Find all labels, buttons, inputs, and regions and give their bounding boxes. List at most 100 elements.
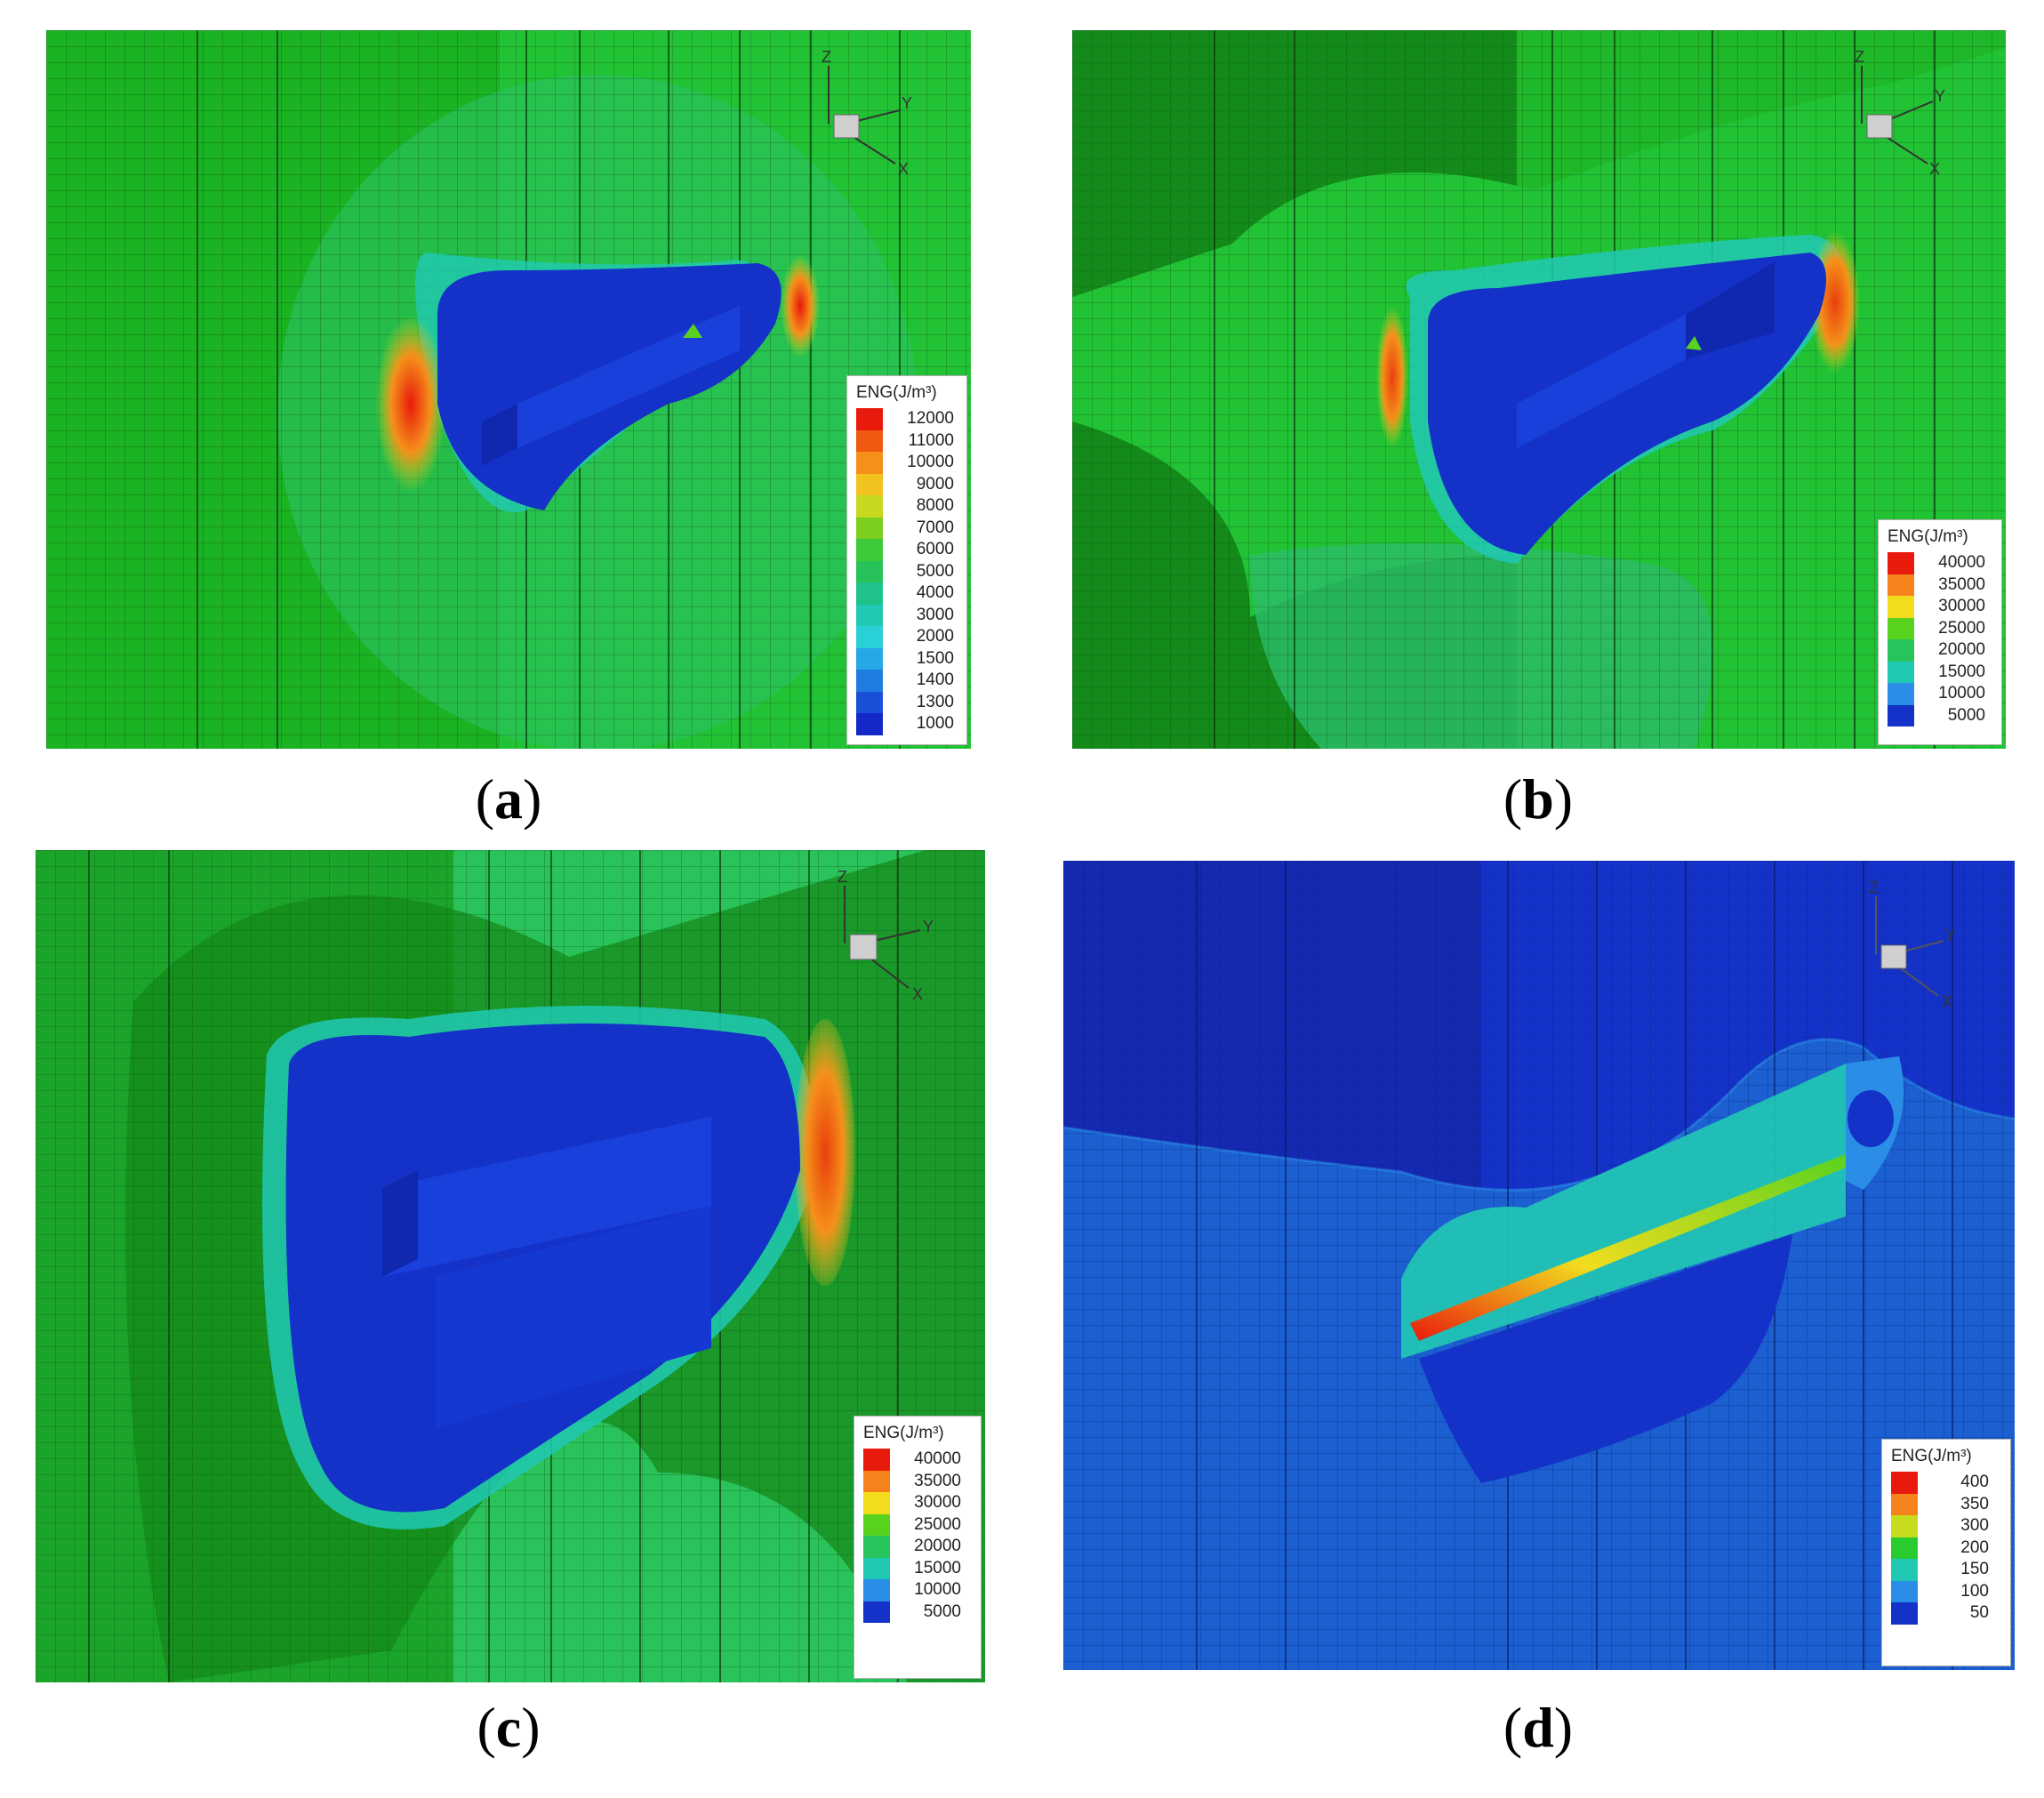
legend-entry: 4000: [856, 582, 958, 605]
legend-label: 5000: [916, 561, 954, 581]
svg-text:Z: Z: [822, 48, 831, 66]
legend-label: 5000: [923, 1601, 961, 1621]
legend-entry: 6000: [856, 539, 958, 561]
legend-label: 350: [1960, 1494, 1989, 1513]
legend-label: 2000: [916, 627, 954, 646]
legend-label: 300: [1960, 1516, 1989, 1536]
legend-swatch: [1888, 596, 1914, 618]
legend-swatch: [1888, 683, 1914, 705]
legend-label: 5000: [1947, 705, 1985, 725]
legend-title-b: ENG(J/m³): [1888, 527, 1968, 546]
legend-swatch: [856, 517, 883, 539]
legend-entry: 3000: [856, 604, 958, 626]
legend-swatch: [1891, 1559, 1918, 1581]
legend-swatch: [856, 408, 883, 430]
legend-swatch: [1891, 1602, 1918, 1625]
legend-d: ENG(J/m³) 400 350 300 200 150 100 50: [1881, 1439, 2011, 1666]
svg-text:X: X: [898, 160, 909, 178]
panel-c: Z Y X ENG(J/m³) 40000 35000 30000 25000 2000…: [36, 850, 985, 1682]
legend-label: 50: [1969, 1603, 1989, 1623]
legend-label: 20000: [1938, 640, 1985, 660]
legend-entry: 5000: [1888, 704, 1992, 726]
legend-swatch: [1891, 1537, 1918, 1559]
legend-entry: 2000: [856, 626, 958, 648]
legend-swatch: [863, 1579, 890, 1601]
legend-title-c: ENG(J/m³): [863, 1424, 944, 1442]
legend-entry: 300: [1891, 1515, 2001, 1537]
legend-entry: 8000: [856, 495, 958, 518]
legend-swatch: [1891, 1493, 1918, 1515]
legend-label: 20000: [914, 1537, 961, 1556]
legend-swatch: [856, 604, 883, 626]
legend-label: 1500: [916, 648, 954, 668]
legend-entry: 350: [1891, 1493, 2001, 1515]
legend-swatch: [856, 429, 883, 452]
legend-title-d: ENG(J/m³): [1891, 1447, 1972, 1465]
legend-label: 30000: [914, 1493, 961, 1513]
svg-text:Y: Y: [923, 918, 934, 935]
legend-swatch: [856, 582, 883, 605]
legend-label: 200: [1960, 1537, 1989, 1557]
legend-label: 7000: [916, 518, 954, 537]
legend-entry: 100: [1891, 1580, 2001, 1602]
svg-text:Z: Z: [1869, 879, 1879, 896]
legend-label: 400: [1960, 1473, 1989, 1492]
legend-entry: 1500: [856, 647, 958, 670]
legend-label: 10000: [1938, 684, 1985, 703]
svg-text:Y: Y: [902, 94, 912, 112]
legend-entry: 5000: [856, 560, 958, 582]
caption-c: (c): [477, 1696, 541, 1759]
legend-swatch: [856, 713, 883, 735]
svg-text:X: X: [1942, 992, 1952, 1010]
legend-swatch: [1891, 1515, 1918, 1537]
legend-entry: 35000: [1888, 574, 1992, 596]
contour-plot-a: Z Y X: [46, 30, 971, 749]
legend-label: 150: [1960, 1560, 1989, 1579]
legend-entry: 15000: [863, 1557, 972, 1579]
legend-swatch: [1891, 1472, 1918, 1494]
legend-swatch: [1891, 1580, 1918, 1602]
svg-text:Z: Z: [838, 868, 847, 886]
legend-entry: 5000: [863, 1601, 972, 1623]
axis-triad-b: Z Y X: [1855, 48, 1945, 178]
legend-swatch: [863, 1513, 890, 1536]
panel-d: Z Y X ENG(J/m³) 400 350 300 200 150 100 50: [1063, 861, 2015, 1670]
caption-d: (d): [1503, 1696, 1574, 1759]
legend-label: 1400: [916, 670, 954, 690]
legend-swatch: [863, 1470, 890, 1492]
legend-swatch: [863, 1449, 890, 1471]
legend-label: 12000: [907, 409, 954, 429]
legend-swatch: [856, 626, 883, 648]
legend-entry: 15000: [1888, 661, 1992, 683]
legend-swatch: [1888, 661, 1914, 683]
legend-swatch: [1888, 617, 1914, 639]
contour-plot-c: Z Y X: [36, 850, 985, 1682]
legend-b: ENG(J/m³) 40000 35000 30000 25000 20000 15000…: [1878, 519, 2002, 745]
axis-triad-c: Z Y X: [838, 868, 934, 1003]
legend-swatch: [1888, 574, 1914, 596]
svg-text:X: X: [912, 985, 923, 1003]
legend-label: 25000: [914, 1514, 961, 1534]
legend-swatch: [1888, 552, 1914, 574]
legend-entry: 20000: [1888, 639, 1992, 662]
panel-b: Z Y X ENG(J/m³) 40000 35000 30000 25000 2000…: [1072, 30, 2006, 749]
legend-label: 15000: [1938, 662, 1985, 681]
legend-label: 11000: [908, 430, 954, 450]
legend-entry: 50: [1891, 1602, 2001, 1625]
legend-swatch: [1888, 639, 1914, 662]
legend-entry: 10000: [856, 452, 958, 474]
legend-label: 40000: [1938, 553, 1985, 573]
legend-label: 9000: [916, 474, 954, 494]
legend-swatch: [856, 473, 883, 495]
legend-swatch: [863, 1557, 890, 1579]
legend-entry: 25000: [1888, 617, 1992, 639]
legend-label: 1000: [916, 714, 954, 734]
legend-swatch: [856, 647, 883, 670]
caption-a: (a): [475, 767, 542, 831]
legend-entry: 1400: [856, 670, 958, 692]
legend-label: 25000: [1938, 618, 1985, 638]
legend-entry: 10000: [1888, 683, 1992, 705]
legend-label: 8000: [916, 496, 954, 516]
legend-swatch: [856, 495, 883, 518]
legend-entry: 20000: [863, 1536, 972, 1558]
